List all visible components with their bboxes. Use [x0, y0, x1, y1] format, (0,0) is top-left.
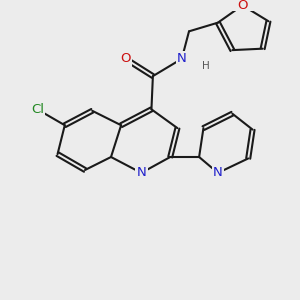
Text: O: O — [120, 52, 131, 65]
Text: Cl: Cl — [31, 103, 44, 116]
Text: O: O — [237, 0, 248, 12]
Text: N: N — [177, 52, 187, 65]
Text: N: N — [136, 167, 146, 179]
Text: H: H — [202, 61, 210, 71]
Text: N: N — [213, 167, 223, 179]
